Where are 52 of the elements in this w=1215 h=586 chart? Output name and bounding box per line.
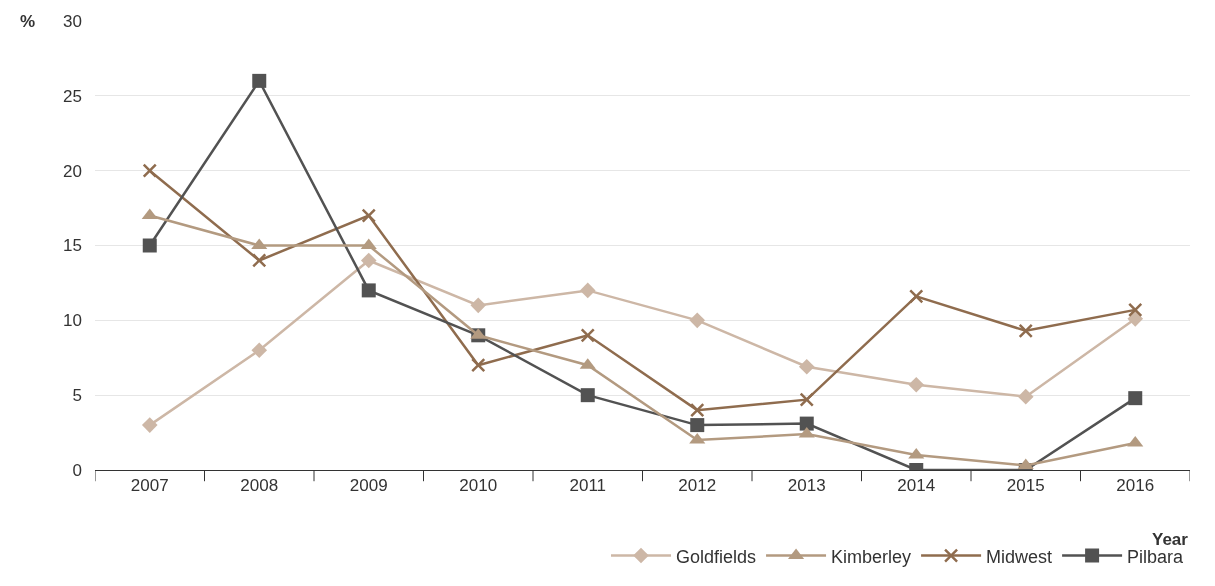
y-tick-label: 25 — [63, 86, 82, 106]
point — [580, 328, 595, 343]
x-tick-label: 2011 — [569, 476, 607, 496]
x-tick-label: 2010 — [459, 476, 498, 496]
x-tick-label: 2013 — [787, 476, 826, 496]
point — [579, 282, 596, 299]
point — [908, 376, 925, 393]
point — [690, 418, 705, 433]
y-axis-title: % — [20, 12, 36, 31]
legend-label: Goldfields — [676, 546, 757, 567]
point — [1018, 323, 1033, 339]
y-tick-label: 30 — [63, 11, 82, 31]
legend-label: Midwest — [986, 546, 1053, 567]
point — [1017, 458, 1034, 470]
point — [580, 388, 595, 403]
point — [361, 283, 376, 298]
point — [252, 253, 267, 268]
y-tick-label: 10 — [63, 311, 82, 331]
point — [689, 312, 706, 329]
point — [142, 163, 157, 178]
x-tick-label: 2007 — [130, 476, 169, 496]
point — [251, 342, 268, 359]
x-tick-label: 2015 — [1006, 476, 1045, 496]
point — [909, 289, 924, 304]
x-axis-title: Year — [1152, 530, 1189, 549]
legend-label: Pilbara — [1127, 546, 1185, 567]
point — [798, 358, 815, 375]
point — [1128, 302, 1143, 318]
y-tick-label: 5 — [72, 386, 82, 406]
x-tick-label: 2009 — [349, 476, 388, 496]
point — [1017, 388, 1034, 405]
point — [471, 357, 486, 373]
y-tick-label: 15 — [63, 236, 82, 256]
point — [141, 208, 158, 220]
point — [470, 297, 487, 314]
point — [1127, 311, 1144, 327]
point — [361, 208, 376, 223]
x-tick-label: 2016 — [1116, 476, 1155, 496]
x-tick-label: 2008 — [240, 476, 279, 496]
point — [142, 238, 157, 253]
y-tick-label: 0 — [72, 460, 82, 480]
point — [799, 416, 814, 431]
point — [252, 73, 267, 88]
y-tick-label: 20 — [63, 161, 82, 181]
point — [690, 402, 705, 418]
point — [360, 252, 377, 269]
x-tick-label: 2014 — [897, 476, 936, 496]
x-tick-label: 2012 — [678, 476, 717, 496]
legend-label: Kimberley — [831, 546, 912, 567]
point — [141, 417, 158, 433]
point — [1128, 391, 1143, 406]
point — [799, 392, 814, 407]
